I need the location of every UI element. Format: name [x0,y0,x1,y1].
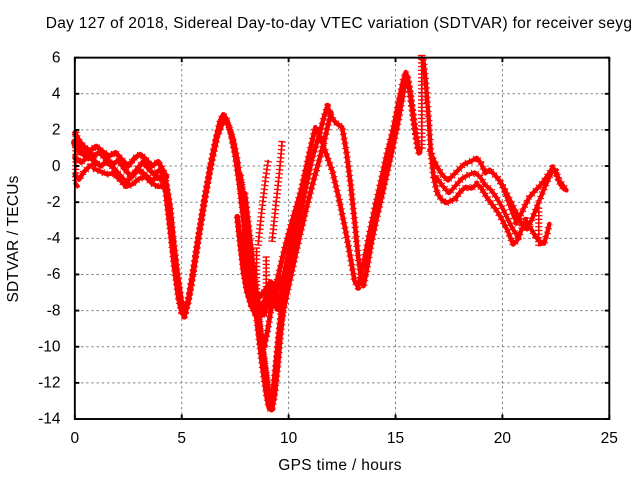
svg-text:GPS time / hours: GPS time / hours [278,457,402,474]
svg-text:-14: -14 [38,411,61,428]
svg-text:-10: -10 [38,338,61,355]
svg-text:-12: -12 [38,375,60,392]
svg-text:6: 6 [52,49,61,66]
svg-text:5: 5 [177,430,186,447]
svg-text:-4: -4 [47,230,61,247]
svg-text:15: 15 [387,430,404,447]
svg-text:-6: -6 [47,266,61,283]
svg-text:-2: -2 [47,194,61,211]
svg-text:SDTVAR / TECUs: SDTVAR / TECUs [5,175,22,302]
svg-text:25: 25 [601,430,618,447]
svg-text:0: 0 [52,158,61,175]
svg-text:-8: -8 [47,302,61,319]
svg-text:Day 127 of 2018, Sidereal Day-: Day 127 of 2018, Sidereal Day-to-day VTE… [46,15,633,32]
svg-text:10: 10 [280,430,298,447]
svg-text:0: 0 [70,430,79,447]
svg-text:4: 4 [52,86,61,103]
svg-text:2: 2 [52,122,61,139]
svg-text:20: 20 [494,430,512,447]
